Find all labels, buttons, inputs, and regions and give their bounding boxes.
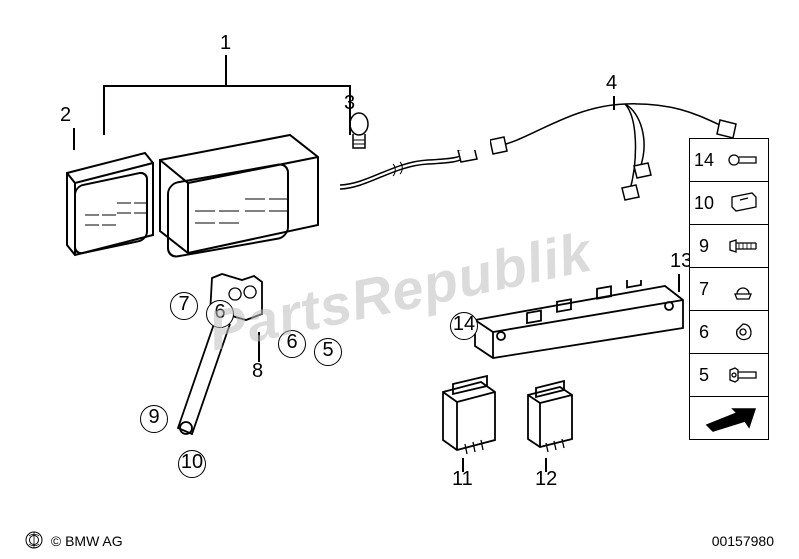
legend-row-14: 14 — [690, 139, 768, 181]
legend-num-14: 14 — [690, 150, 718, 171]
legend-icon-arrow — [690, 403, 768, 433]
legend-num-10: 10 — [690, 193, 718, 214]
leader-2 — [73, 128, 75, 150]
legend-row-6: 6 — [690, 310, 768, 353]
callout-1: 1 — [220, 32, 231, 55]
legend-num-7: 7 — [690, 279, 718, 300]
leader-11 — [462, 458, 464, 472]
relay-11 — [435, 370, 505, 460]
legend-icon-capnut — [718, 276, 768, 302]
callout-9: 9 — [140, 405, 168, 433]
legend-num-5: 5 — [690, 365, 718, 386]
lamp-wire — [338, 150, 478, 210]
legend-icon-washer — [718, 320, 768, 344]
leader-13 — [678, 274, 680, 292]
callout-8: 8 — [252, 360, 263, 383]
relay-bracket — [465, 280, 695, 360]
legend-num-9: 9 — [690, 236, 718, 257]
callout-6a: 6 — [206, 300, 234, 328]
leader-1-vl — [103, 85, 105, 135]
legend-row-7: 7 — [690, 267, 768, 310]
relay-12 — [520, 375, 580, 460]
callout-10: 10 — [178, 450, 206, 478]
leader-1-up — [225, 55, 227, 87]
legend-num-6: 6 — [690, 322, 718, 343]
lens — [55, 145, 165, 260]
legend-icon-screw — [718, 150, 768, 170]
legend-icon-hexbolt — [718, 365, 768, 385]
fastener-legend: 14 10 9 7 6 — [689, 138, 769, 440]
lamp-assembly — [140, 115, 340, 270]
callout-7: 7 — [170, 292, 198, 320]
leader-4 — [613, 96, 615, 110]
callout-6b: 6 — [278, 330, 306, 358]
legend-icon-bolt — [718, 236, 768, 256]
leader-1-h — [103, 85, 351, 87]
leader-8 — [258, 332, 260, 362]
parts-diagram: 1 2 3 4 7 6 6 5 8 9 10 11 12 13 14 14 10… — [0, 0, 799, 559]
callout-5: 5 — [314, 338, 342, 366]
legend-row-10: 10 — [690, 181, 768, 224]
leader-12 — [545, 458, 547, 472]
legend-row-9: 9 — [690, 224, 768, 267]
legend-row-5: 5 — [690, 353, 768, 396]
callout-2: 2 — [60, 104, 71, 127]
callout-3: 3 — [344, 92, 355, 115]
copyright-text: © BMW AG — [51, 533, 123, 549]
legend-row-arrow — [690, 396, 768, 439]
diagram-id: 00157980 — [712, 533, 774, 549]
legend-icon-clip — [718, 191, 768, 215]
callout-4: 4 — [606, 72, 617, 95]
callout-14: 14 — [450, 312, 478, 340]
copyright: © BMW AG — [25, 531, 123, 549]
